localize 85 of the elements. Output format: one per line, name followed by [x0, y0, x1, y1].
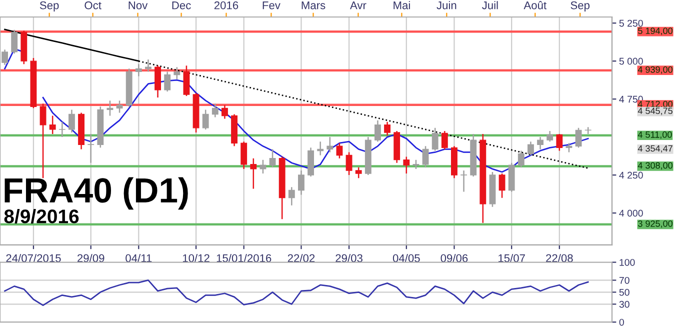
candlestick: [432, 127, 438, 152]
candlestick: [374, 120, 381, 142]
candlestick: [88, 133, 94, 164]
candlestick: [441, 130, 448, 150]
x2-tick-label: Juil: [482, 1, 498, 10]
x2-tick-label: Dec: [172, 2, 191, 10]
text: 8/9/2016: [4, 209, 79, 224]
candlestick: [556, 133, 563, 152]
text: 4 545,75: [638, 108, 672, 116]
x-tick-label: 29/09: [78, 254, 104, 262]
x2-tick-label: Fev: [262, 2, 280, 10]
x2-tick-label: Sep: [40, 1, 59, 12]
candlestick: [518, 150, 524, 168]
x2-tick-label: Août: [524, 1, 546, 10]
candlestick: [460, 170, 467, 192]
candlestick: [384, 121, 390, 136]
candlestick: [355, 166, 362, 179]
x2-tick-label: 2016: [214, 1, 238, 10]
x2-tick-label: Mars: [302, 2, 326, 10]
x-tick-label: 04/05: [392, 254, 420, 262]
x2-tick-label: Nov: [128, 2, 148, 10]
x-tick-label: 04/11: [126, 254, 152, 262]
x-tick-label: 09/06: [440, 254, 468, 262]
candlestick: [575, 127, 582, 148]
text: 4 354,47: [638, 145, 672, 153]
candlestick: [164, 71, 171, 92]
x2-tick-label: Juin: [436, 1, 456, 10]
candlestick: [40, 102, 46, 179]
candlestick: [537, 136, 544, 150]
x2-tick-label: Mai: [394, 1, 410, 10]
y-tick-label: 5 250: [619, 20, 643, 27]
ref-line-label: 4 712,00: [638, 100, 672, 108]
ref-line-label: 4 939,00: [638, 66, 672, 74]
candlestick: [260, 159, 266, 174]
candlestick: [403, 156, 410, 174]
candlestick: [212, 102, 218, 118]
x-tick-label: 15/01/2016: [216, 254, 272, 262]
y-tick-label: 50: [619, 288, 630, 296]
candlestick: [498, 172, 506, 198]
candlestick: [288, 186, 295, 206]
ref-line-label: 3 925,00: [638, 220, 672, 228]
candlestick: [58, 121, 66, 138]
y-tick-label: 30: [619, 300, 630, 308]
candlestick: [250, 158, 257, 190]
candlestick: [240, 140, 248, 170]
candlestick: [298, 170, 304, 196]
x-tick-label: 22/08: [546, 254, 573, 262]
y-tick-label: 4 000: [619, 210, 643, 217]
candlestick: [154, 65, 161, 98]
ref-line-label: 4 308,00: [638, 162, 672, 170]
candlestick: [11, 29, 18, 54]
x-tick-label: 24/07/2015: [6, 254, 61, 262]
candlestick: [49, 115, 56, 135]
x2-tick-label: Avr: [350, 2, 366, 10]
candlestick: [422, 146, 429, 168]
candlestick: [269, 148, 276, 168]
y-tick-label: 100: [620, 258, 635, 266]
candlestick: [174, 66, 180, 80]
candlestick: [145, 58, 152, 72]
candlestick: [412, 159, 420, 170]
text: FRA40 (D1): [4, 177, 188, 210]
candlestick: [336, 142, 343, 159]
candlestick: [202, 109, 209, 130]
candlestick: [135, 63, 142, 77]
x-tick-label: 29/03: [336, 254, 362, 262]
x-tick-label: 22/02: [288, 254, 315, 262]
candlestick: [183, 65, 190, 97]
candlestick: [546, 130, 554, 142]
x-tick-label: 10/12: [182, 254, 210, 262]
candlestick: [317, 140, 324, 156]
y-tick-label: 5 000: [619, 58, 643, 65]
y-tick-label: 70: [619, 276, 630, 284]
candlestick: [68, 109, 75, 134]
candlestick: [346, 152, 352, 176]
x-tick-label: 15/07: [498, 254, 525, 262]
candlestick: [326, 136, 334, 153]
candlestick: [528, 140, 534, 156]
x2-tick-label: Oct: [84, 1, 102, 10]
x2-tick-label: Sep: [570, 1, 590, 12]
y-tick-label: 4 250: [619, 172, 643, 179]
line-series: [4, 280, 589, 306]
candlestick: [222, 104, 228, 120]
y-tick-label: 0: [619, 318, 624, 326]
ref-line-label: 5 194,00: [638, 28, 672, 36]
ref-line-label: 4 511,00: [638, 131, 672, 139]
